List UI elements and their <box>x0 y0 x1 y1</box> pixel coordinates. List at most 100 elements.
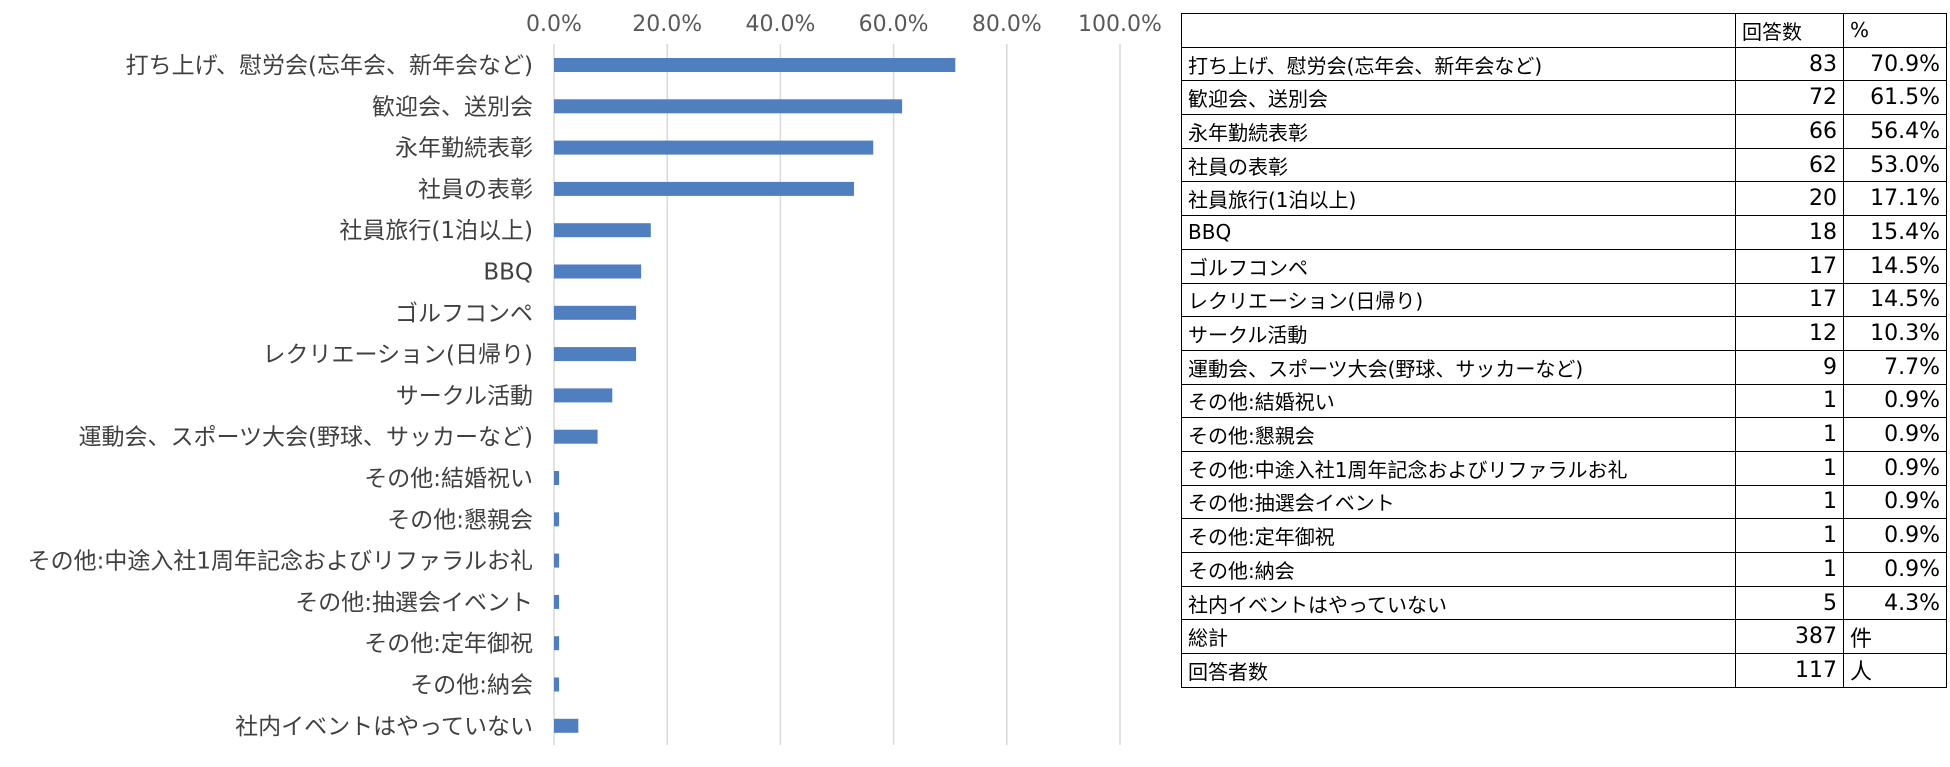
row-count-cell: 18 <box>1735 215 1844 250</box>
table-row: レクリエーション(日帰り) 17 14.5% <box>1181 282 1947 318</box>
table-row: 永年勤続表彰 66 56.4% <box>1181 114 1947 149</box>
respondents-row-count: 117 <box>1735 653 1844 688</box>
row-count-cell: 17 <box>1735 248 1844 284</box>
row-count-cell: 1 <box>1735 484 1844 520</box>
bar <box>554 305 637 320</box>
row-pct-cell: 14.5% <box>1843 248 1947 284</box>
category-label: BBQ <box>483 260 533 286</box>
respondents-row-label: 回答者数 <box>1181 653 1736 688</box>
row-pct-cell: 4.3% <box>1843 585 1947 621</box>
row-name-cell: 歓迎会、送別会 <box>1181 80 1736 116</box>
table-row: ゴルフコンペ 17 14.5% <box>1181 248 1947 284</box>
x-tick-label: 80.0% <box>972 12 1042 37</box>
row-count-cell: 83 <box>1735 46 1844 82</box>
category-label: その他:中途入社1周年記念およびリファラルお礼 <box>28 549 533 575</box>
table-row: その他:納会 1 0.9% <box>1181 552 1947 587</box>
bar <box>554 471 560 485</box>
category-label: その他:抽選会イベント <box>295 590 533 616</box>
x-tick-label: 0.0% <box>526 12 582 37</box>
row-count-cell: 20 <box>1735 181 1844 217</box>
row-name-cell: BBQ <box>1181 215 1736 250</box>
row-pct-cell: 70.9% <box>1843 46 1947 82</box>
row-pct-cell: 53.0% <box>1843 147 1947 183</box>
row-pct-cell: 0.9% <box>1843 417 1947 452</box>
category-label: レクリエーション(日帰り) <box>263 342 534 368</box>
row-pct-cell: 0.9% <box>1843 450 1947 486</box>
table-header-row: 回答数 % <box>1181 13 1947 48</box>
bar <box>554 594 560 609</box>
category-label: 社内イベントはやっていない <box>235 714 533 740</box>
respondents-row-unit: 人 <box>1843 653 1947 688</box>
x-tick-label: 60.0% <box>859 12 929 37</box>
row-name-cell: レクリエーション(日帰り) <box>1181 282 1736 318</box>
table-row: サークル活動 12 10.3% <box>1181 316 1947 351</box>
table-row: その他:結婚祝い 1 0.9% <box>1181 383 1947 419</box>
row-name-cell: その他:中途入社1周年記念およびリファラルお礼 <box>1181 450 1736 486</box>
row-name-cell: その他:懇親会 <box>1181 417 1736 452</box>
row-name-cell: その他:結婚祝い <box>1181 383 1736 419</box>
bar <box>554 512 560 527</box>
bars <box>554 58 956 733</box>
row-pct-cell: 17.1% <box>1843 181 1947 217</box>
total-row-unit: 件 <box>1843 619 1947 655</box>
row-count-cell: 1 <box>1735 383 1844 419</box>
table-row: その他:懇親会 1 0.9% <box>1181 417 1947 452</box>
row-pct-cell: 0.9% <box>1843 484 1947 520</box>
row-name-cell: 社内イベントはやっていない <box>1181 585 1736 621</box>
category-label: 社員旅行(1泊以上) <box>339 218 533 244</box>
category-label: 永年勤続表彰 <box>395 136 533 162</box>
bar <box>554 264 642 279</box>
header-pct-cell: % <box>1843 13 1947 48</box>
data-table: 回答数 % 打ち上げ、慰労会(忘年会、新年会など) 83 70.9% 歓迎会、送別会 7… <box>1181 13 1947 688</box>
category-label: 打ち上げ、慰労会(忘年会、新年会など) <box>126 53 533 79</box>
row-pct-cell: 15.4% <box>1843 215 1947 250</box>
row-pct-cell: 0.9% <box>1843 518 1947 553</box>
category-label: サークル活動 <box>396 383 533 409</box>
row-pct-cell: 7.7% <box>1843 349 1947 385</box>
row-pct-cell: 56.4% <box>1843 114 1947 149</box>
row-name-cell: ゴルフコンペ <box>1181 248 1736 284</box>
row-pct-cell: 0.9% <box>1843 383 1947 419</box>
row-count-cell: 9 <box>1735 349 1844 385</box>
x-tick-label: 40.0% <box>745 12 815 37</box>
header-count-cell: 回答数 <box>1735 13 1844 48</box>
category-label: 社員の表彰 <box>418 177 533 203</box>
bar <box>554 58 956 72</box>
category-label: その他:納会 <box>410 673 533 699</box>
category-labels: 打ち上げ、慰労会(忘年会、新年会など) 歓迎会、送別会永年勤続表彰社員の表彰社員旅… <box>28 53 533 740</box>
category-label: その他:懇親会 <box>387 507 533 533</box>
bar <box>554 677 560 692</box>
table-row: その他:中途入社1周年記念およびリファラルお礼 1 0.9% <box>1181 450 1947 486</box>
category-label: ゴルフコンペ <box>395 301 533 327</box>
x-tick-label: 20.0% <box>632 12 702 37</box>
bar <box>554 429 598 444</box>
bar <box>554 99 903 114</box>
row-count-cell: 5 <box>1735 585 1844 621</box>
bar-chart: 0.0% 20.0% 40.0% 60.0% 80.0% 100.0% 打ち上げ、慰労会(… <box>28 12 1162 745</box>
bar <box>554 388 613 403</box>
row-pct-cell: 0.9% <box>1843 552 1947 587</box>
row-count-cell: 66 <box>1735 114 1844 149</box>
row-name-cell: その他:抽選会イベント <box>1181 484 1736 520</box>
row-name-cell: 打ち上げ、慰労会(忘年会、新年会など) <box>1181 46 1736 82</box>
table-row: その他:抽選会イベント 1 0.9% <box>1181 484 1947 520</box>
table-row: 社内イベントはやっていない 5 4.3% <box>1181 585 1947 621</box>
row-count-cell: 72 <box>1735 80 1844 116</box>
table-row: その他:定年御祝 1 0.9% <box>1181 518 1947 553</box>
row-name-cell: その他:定年御祝 <box>1181 518 1736 553</box>
category-label: 運動会、スポーツ大会(野球、サッカーなど) <box>79 425 534 451</box>
row-name-cell: サークル活動 <box>1181 316 1736 351</box>
row-name-cell: 運動会、スポーツ大会(野球、サッカーなど) <box>1181 349 1736 385</box>
row-count-cell: 1 <box>1735 518 1844 553</box>
bar <box>554 140 874 155</box>
bar <box>554 636 560 651</box>
row-name-cell: 社員の表彰 <box>1181 147 1736 183</box>
bar <box>554 181 854 196</box>
x-tick-label: 100.0% <box>1078 12 1162 37</box>
table-row: 打ち上げ、慰労会(忘年会、新年会など) 83 70.9% <box>1181 46 1947 82</box>
bar <box>554 347 637 362</box>
total-row-label: 総計 <box>1181 619 1736 655</box>
bar <box>554 223 651 238</box>
table-row: BBQ 18 15.4% <box>1181 215 1947 250</box>
row-count-cell: 17 <box>1735 282 1844 318</box>
